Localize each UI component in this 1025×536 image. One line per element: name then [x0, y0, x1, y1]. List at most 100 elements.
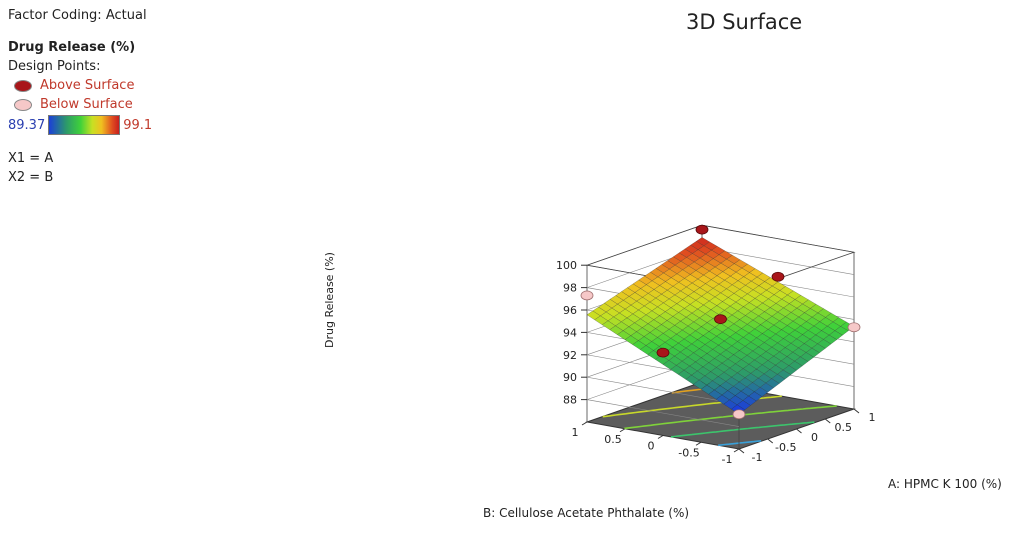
response-surface [586, 237, 855, 415]
surface-cell [706, 288, 722, 298]
y-tick [695, 441, 702, 446]
surface-cell [601, 320, 616, 331]
legend-below-surface: Below Surface [14, 95, 152, 114]
response-name: Drug Release (%) [8, 40, 136, 55]
x-tick [796, 428, 802, 434]
y-tick-label: -1 [722, 453, 733, 466]
surface-cell [668, 324, 683, 335]
y-tick [733, 448, 740, 453]
surface-cell [761, 329, 777, 339]
z-tick-label: 90 [563, 371, 577, 384]
surface-cell [685, 312, 700, 323]
design-point-below [580, 290, 594, 301]
surface-cell [665, 277, 680, 287]
x2-mapping: X2 = B [8, 170, 54, 185]
surface-cell [651, 306, 666, 317]
surface-cell [715, 394, 730, 405]
y-axis-title: B: Cellulose Acetate Phthalate (%) [483, 506, 689, 520]
z-axis-title: Drug Release (%) [323, 252, 336, 348]
variable-mapping: X1 = A X2 = B [8, 149, 152, 187]
surface-cell [744, 310, 760, 321]
surface-cell [628, 322, 643, 333]
surface-cell [632, 340, 647, 350]
surface-cell [662, 360, 677, 370]
surface-cell [798, 343, 813, 353]
y-tick-label: 1 [572, 426, 579, 439]
surface-cell [771, 342, 786, 353]
color-scale-max: 99.1 [123, 117, 153, 133]
surface-cell [594, 315, 609, 326]
z-tick-label: 94 [563, 326, 577, 339]
legend-panel: Factor Coding: Actual Drug Release (%) D… [8, 6, 152, 187]
surface-cell [788, 360, 803, 371]
surface-cell [674, 351, 689, 362]
x-tick [738, 448, 745, 454]
x-tick [824, 418, 831, 424]
surface-cell [675, 360, 691, 371]
surface-cell [692, 379, 708, 390]
contour-line [623, 405, 837, 430]
surface-cell [721, 327, 737, 338]
surface-cell [735, 297, 750, 307]
surface-cell [720, 288, 735, 298]
design-point-above [771, 271, 785, 282]
above-surface-label: Above Surface [40, 78, 135, 93]
z-tick-label: 98 [563, 282, 577, 295]
y-tick [657, 435, 664, 439]
surface-cell [684, 274, 699, 284]
surface-cell [773, 320, 788, 330]
surface-cell [670, 364, 685, 375]
y-tick-label: -0.5 [678, 446, 699, 459]
above-surface-marker-icon [14, 79, 32, 92]
surface-cell [688, 261, 703, 271]
surface-cell [784, 342, 799, 353]
surface-cell [708, 389, 723, 400]
surface-cell [680, 257, 695, 267]
design-point-above [656, 347, 670, 358]
surface-cell [741, 323, 756, 334]
design-point-below [847, 322, 861, 333]
y-tick [581, 421, 588, 426]
axis-ticks: 88 90 92 94 96 98 100 -1 -0.5 0 0.5 1 -1 -0.5 0 0.5 1 [556, 259, 876, 466]
x-axis-title: A: HPMC K 100 (%) [888, 477, 1002, 491]
chart-title: 3D Surface [686, 10, 803, 34]
x-tick-label: 1 [869, 411, 876, 424]
x1-mapping: X1 = A [8, 151, 54, 166]
x-tick [767, 438, 774, 444]
z-tick-label: 88 [563, 394, 577, 407]
surface-cell [760, 320, 775, 330]
surface-cell [703, 241, 718, 251]
y-tick-label: 0.5 [604, 433, 622, 446]
y-tick [619, 428, 626, 433]
design-point-above [695, 224, 709, 235]
surface-cell [769, 333, 784, 344]
surface-cell [677, 369, 692, 380]
below-surface-marker-icon [14, 98, 32, 111]
surface-cell [700, 384, 715, 395]
design-points-layer [580, 224, 861, 420]
y-tick-label: 0 [648, 440, 655, 453]
surface-cell [726, 284, 741, 294]
surface-cell [607, 316, 622, 327]
surface-cell [668, 264, 684, 275]
surface-cell [782, 333, 798, 344]
x-tick-label: 0.5 [835, 421, 853, 434]
surface-cell [754, 294, 769, 304]
surface-cell [822, 334, 838, 345]
design-point-below [732, 409, 746, 420]
surface-cell [773, 351, 788, 362]
surface-cell [735, 328, 750, 338]
x-tick-label: 0 [811, 431, 818, 444]
below-surface-label: Below Surface [40, 97, 133, 112]
contour-line [718, 440, 762, 447]
surface-cell [713, 385, 729, 396]
legend-above-surface: Above Surface [14, 76, 152, 95]
x-tick-label: -0.5 [775, 441, 796, 454]
factor-coding-label: Factor Coding: Actual [8, 8, 147, 23]
surface-cell [807, 325, 822, 336]
surface-cell [746, 319, 761, 330]
z-tick-label: 96 [563, 304, 577, 317]
z-tick-label: 92 [563, 349, 577, 362]
surface-cell [758, 311, 773, 321]
